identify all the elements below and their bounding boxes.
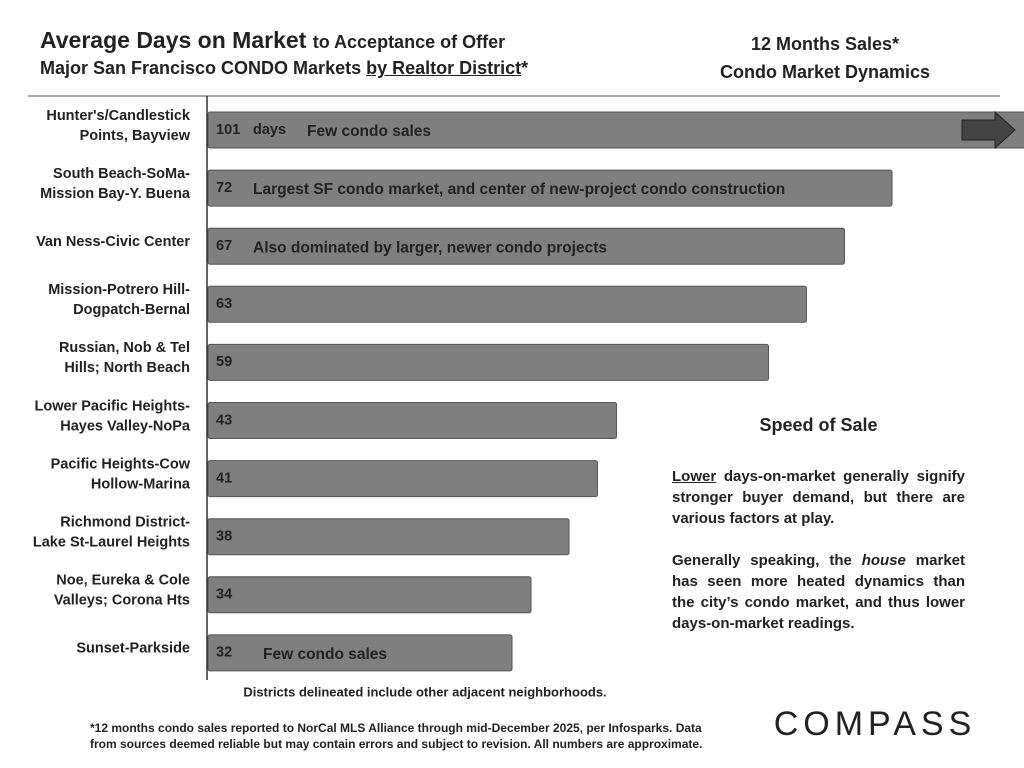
y-tick-label: Points, Bayview: [80, 128, 191, 144]
bar-note: Few condo sales: [263, 646, 387, 663]
side-title-line: 12 Months Sales*: [750, 34, 900, 54]
title-main: Average Days on Market: [40, 27, 307, 53]
y-tick-label: Richmond District-: [60, 515, 190, 531]
bar: [207, 460, 598, 498]
text: days-on-market generally signify stronge…: [672, 468, 965, 527]
y-tick-label: Russian, Nob & Tel: [59, 340, 190, 356]
value-label: 67: [216, 238, 232, 254]
bar: [207, 285, 807, 323]
y-tick-label: Hills; North Beach: [64, 360, 190, 376]
y-tick-label: South Beach-SoMa-: [53, 166, 190, 182]
footnote: from sources deemed reliable but may con…: [90, 737, 702, 751]
unit-label: days: [253, 122, 286, 138]
y-tick-label: Van Ness-Civic Center: [36, 234, 190, 250]
subtitle: Major San Francisco CONDO Markets by Rea…: [40, 58, 528, 79]
y-tick-label: Pacific Heights-Cow: [51, 456, 191, 472]
subtitle-part: by Realtor District: [366, 58, 522, 78]
bar: [207, 111, 1024, 149]
y-tick-label: Sunset-Parkside: [76, 641, 190, 657]
bar: [207, 343, 769, 381]
bar: [207, 169, 893, 207]
y-tick-label: Hunter's/Candlestick: [46, 108, 191, 124]
y-tick-label: Valleys; Corona Hts: [54, 593, 190, 609]
value-label: 41: [216, 470, 232, 486]
y-tick-label: Hollow-Marina: [91, 476, 191, 492]
value-label: 101: [216, 122, 240, 138]
side-title-line: Condo Market Dynamics: [719, 62, 931, 82]
bar: [207, 634, 513, 672]
y-tick-label: Mission-Potrero Hill-: [48, 282, 190, 298]
overflow-arrow: [961, 110, 1016, 150]
text: market has seen more heated dynamics tha…: [672, 552, 965, 632]
y-tick-label: Lower Pacific Heights-: [34, 398, 190, 414]
value-label: 72: [216, 180, 232, 196]
logo: COMPASS: [774, 705, 977, 743]
axis-note: Districts delineated include other adjac…: [243, 684, 606, 699]
sidebar-heading: Speed of Sale: [759, 415, 878, 435]
y-tick-label: Noe, Eureka & Cole: [56, 573, 190, 589]
value-label: 43: [216, 412, 232, 428]
y-tick-label: Hayes Valley-NoPa: [60, 418, 191, 434]
y-tick-label: Dogpatch-Bernal: [73, 302, 190, 318]
footnote: *12 months condo sales reported to NorCa…: [90, 721, 702, 735]
text: Lower: [672, 468, 717, 485]
text: Generally speaking, the: [672, 552, 852, 569]
value-label: 34: [216, 587, 232, 603]
bar: [207, 402, 617, 439]
sidebar: Lower days-on-market generally signify s…: [672, 466, 965, 655]
title-sub: to Acceptance of Offer: [312, 32, 506, 52]
subtitle-part: *: [521, 58, 529, 78]
bar-note: Largest SF condo market, and center of n…: [253, 181, 785, 198]
value-label: 38: [216, 529, 232, 545]
sidebar-paragraph: Lower days-on-market generally signify s…: [672, 466, 965, 529]
value-label: 59: [216, 354, 232, 370]
text: house: [861, 552, 906, 569]
bar: [207, 576, 532, 614]
value-label: 63: [216, 296, 232, 312]
sidebar-paragraph: Generally speaking, the house market has…: [672, 550, 965, 634]
subtitle-part: Major San Francisco CONDO Markets: [40, 58, 362, 78]
side-title: 12 Months Sales* Condo Market Dynamics: [700, 30, 950, 86]
y-tick-label: Lake St-Laurel Heights: [33, 535, 190, 551]
chart-title: Average Days on Market to Acceptance of …: [40, 27, 505, 54]
bar: [207, 518, 570, 556]
value-label: 32: [216, 645, 232, 661]
bar-note: Also dominated by larger, newer condo pr…: [253, 239, 607, 256]
bar: [207, 227, 845, 265]
bar-note: Few condo sales: [307, 123, 431, 140]
y-tick-label: Mission Bay-Y. Buena: [40, 186, 191, 202]
